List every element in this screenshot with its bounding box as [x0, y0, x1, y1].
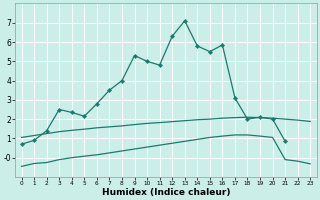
X-axis label: Humidex (Indice chaleur): Humidex (Indice chaleur)	[102, 188, 230, 197]
